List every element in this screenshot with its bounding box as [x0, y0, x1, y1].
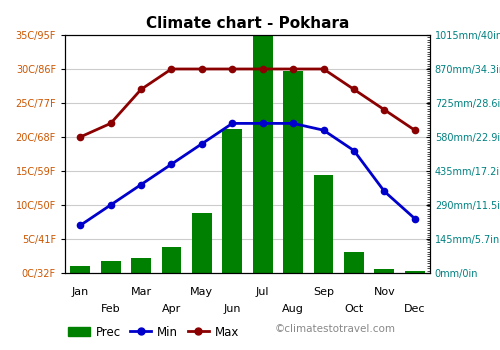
Bar [222, 129, 242, 273]
Text: ©climatestotravel.com: ©climatestotravel.com [275, 324, 396, 334]
Text: Sep: Sep [313, 287, 334, 297]
Bar [253, 33, 272, 273]
Bar [283, 71, 303, 273]
Bar [344, 252, 364, 273]
Bar [405, 271, 424, 273]
Title: Climate chart - Pokhara: Climate chart - Pokhara [146, 16, 349, 31]
Bar [70, 266, 90, 273]
Text: Mar: Mar [130, 287, 152, 297]
Text: Aug: Aug [282, 304, 304, 315]
Text: Jun: Jun [224, 304, 241, 315]
Text: May: May [190, 287, 214, 297]
Text: Jan: Jan [72, 287, 89, 297]
Text: Apr: Apr [162, 304, 181, 315]
Bar [374, 269, 394, 273]
Bar [314, 175, 334, 273]
Text: Jul: Jul [256, 287, 270, 297]
Text: Oct: Oct [344, 304, 364, 315]
Bar [162, 247, 182, 273]
Bar [192, 213, 212, 273]
Text: Dec: Dec [404, 304, 425, 315]
Text: Nov: Nov [374, 287, 395, 297]
Text: Feb: Feb [101, 304, 120, 315]
Bar [100, 260, 120, 273]
Bar [131, 258, 151, 273]
Legend: Prec, Min, Max: Prec, Min, Max [64, 321, 244, 343]
